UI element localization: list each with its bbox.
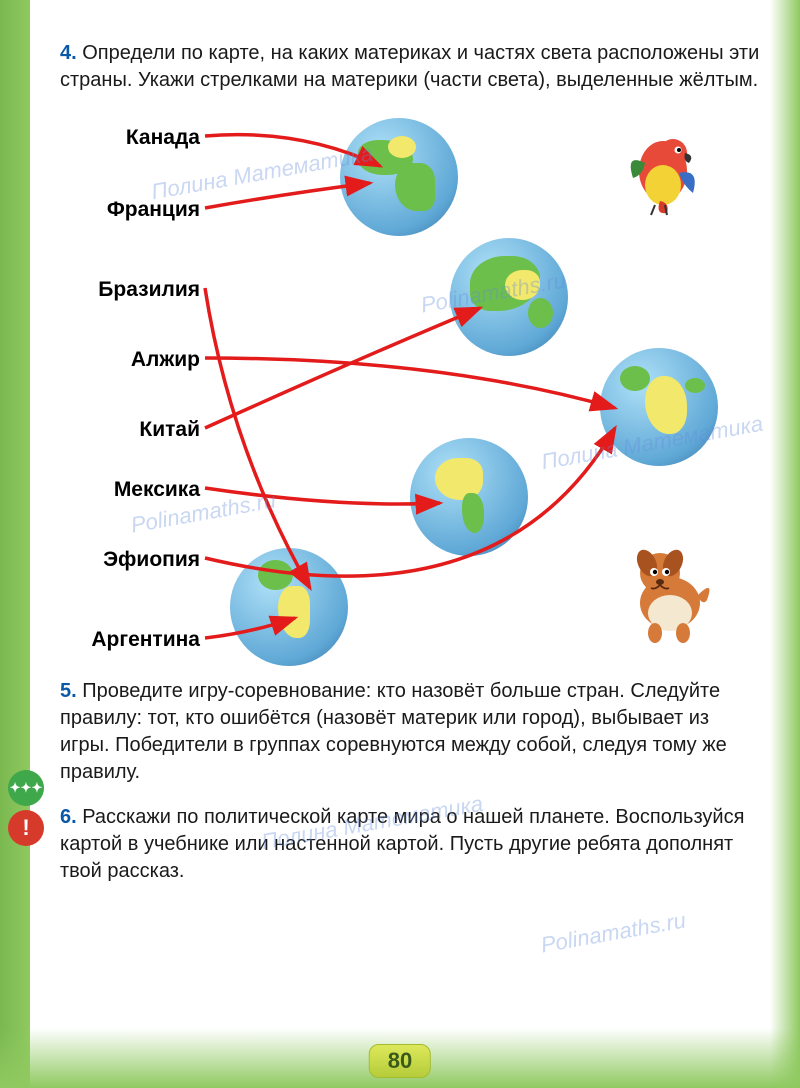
page-content: 4. Определи по карте, на каких материках… <box>60 40 760 899</box>
country-algeria: Алжир <box>60 348 200 372</box>
globe-africa <box>600 348 718 466</box>
country-canada: Канада <box>60 126 200 150</box>
dog-illustration <box>615 538 720 648</box>
globe-south-america <box>230 548 348 666</box>
task5-text: 5. Проведите игру-соревнование: кто назо… <box>60 678 760 786</box>
country-china: Китай <box>60 418 200 442</box>
exclaim-icon: ! <box>8 810 44 846</box>
task5-number: 5. <box>60 680 77 702</box>
page-edge-right <box>770 0 800 1088</box>
parrot-illustration <box>615 123 715 218</box>
task4-text: 4. Определи по карте, на каких материках… <box>60 40 760 94</box>
task6-body: Расскажи по политической карте мира о на… <box>60 806 744 882</box>
task5-body: Проведите игру-соревнование: кто назовёт… <box>60 680 727 783</box>
task6-text: 6. Расскажи по политической карте мира о… <box>60 804 760 885</box>
task4-number: 4. <box>60 42 77 64</box>
matching-diagram: Канада Франция Бразилия Алжир Китай Мекс… <box>60 108 760 668</box>
page-edge-left <box>0 0 30 1088</box>
task4-body: Определи по карте, на каких материках и … <box>60 42 759 91</box>
country-france: Франция <box>60 198 200 222</box>
globe-europe <box>340 118 458 236</box>
country-argentina: Аргентина <box>60 628 200 652</box>
page-number: 80 <box>369 1044 431 1078</box>
country-ethiopia: Эфиопия <box>60 548 200 572</box>
country-mexico: Мексика <box>60 478 200 502</box>
task6-number: 6. <box>60 806 77 828</box>
watermark: Polinamaths.ru <box>539 907 688 958</box>
country-brazil: Бразилия <box>60 278 200 302</box>
stars-icon: ✦✦✦ <box>8 770 44 806</box>
globe-asia <box>450 238 568 356</box>
globe-north-america <box>410 438 528 556</box>
